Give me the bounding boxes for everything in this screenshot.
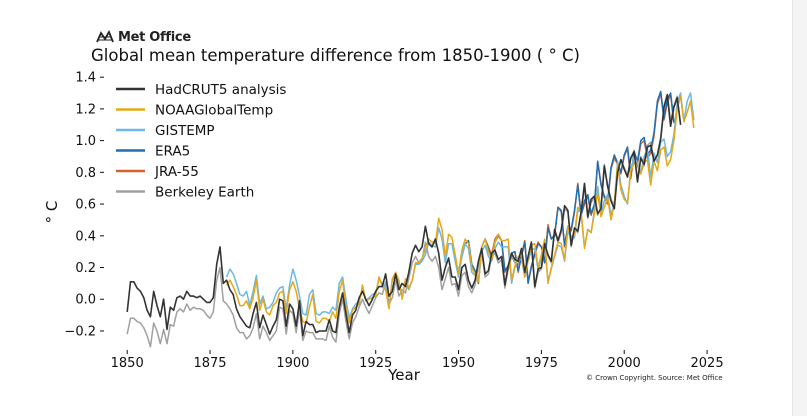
x-tick-label: 1900 — [276, 356, 309, 371]
legend-label-gistemp: GISTEMP — [155, 123, 215, 139]
legend-label-era5: ERA5 — [155, 144, 190, 160]
y-axis: −0.2 0.0 0.2 0.4 0.6 0.8 1.0 1.2 1.4 — [64, 71, 104, 339]
legend-label-noaaglobaltemp: NOAAGlobalTemp — [155, 103, 273, 119]
legend: HadCRUT5 analysis NOAAGlobalTemp GISTEMP ER… — [116, 82, 286, 201]
legend-label-berkeley-earth: Berkeley Earth — [155, 185, 254, 201]
y-tick-label: 0.0 — [75, 293, 96, 308]
y-tick-label: 0.6 — [75, 198, 96, 213]
x-tick-label: 1875 — [193, 356, 226, 371]
legend-label-jra-55: JRA-55 — [154, 164, 199, 180]
x-tick-label: 2000 — [608, 356, 641, 371]
y-tick-label: 1.4 — [75, 71, 96, 86]
page-scrollbar[interactable] — [792, 0, 807, 416]
logo-text: Met Office — [118, 29, 191, 45]
x-tick-label: 2025 — [691, 356, 724, 371]
y-tick-label: 1.2 — [75, 102, 96, 117]
x-tick-label: 1975 — [525, 356, 558, 371]
legend-label-hadcrut5-analysis: HadCRUT5 analysis — [155, 82, 286, 98]
chart-title: Global mean temperature difference from … — [91, 46, 580, 65]
y-tick-label: 0.4 — [75, 229, 96, 244]
x-axis: 1850 1875 1900 1925 1950 1975 2000 2025 — [111, 350, 724, 371]
x-tick-label: 1950 — [442, 356, 475, 371]
series-line-hadcrut5-analysis — [126, 93, 682, 337]
y-tick-label: 0.2 — [75, 261, 96, 276]
y-tick-label: 0.8 — [75, 166, 96, 181]
met-office-logo: Met Office — [96, 28, 191, 46]
x-tick-label: 1850 — [111, 356, 144, 371]
plot-area — [126, 90, 695, 348]
series-line-jra-55 — [484, 92, 675, 283]
x-tick-label: 1925 — [359, 356, 392, 371]
x-axis-label: Year — [387, 366, 421, 384]
y-tick-label: −0.2 — [64, 324, 96, 339]
copyright-credit: © Crown Copyright. Source: Met Office — [586, 374, 723, 382]
met-office-logo-icon — [96, 30, 114, 43]
y-tick-label: 1.0 — [75, 134, 96, 149]
y-axis-label: ° C — [43, 201, 61, 224]
